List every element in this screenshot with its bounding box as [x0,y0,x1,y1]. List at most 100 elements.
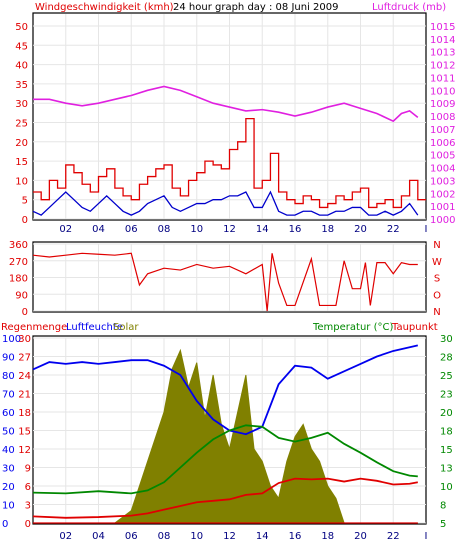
rain-axis-title: Regenmenge [1,322,67,333]
x-tick-label: 08 [158,224,171,235]
humidity-tick-label: 10 [2,501,15,512]
pressure-tick-label: 1009 [430,99,455,110]
humidity-axis-title: Luftfeuchte [66,322,123,333]
rain-tick-label: 27 [18,353,31,364]
temperature-series [32,424,418,495]
wind-average-series [32,190,419,216]
rain-tick-label: 24 [18,371,31,382]
temperature-tick-label: 30 [440,334,453,345]
wind-tick-label: 10 [15,176,28,187]
humidity-tick-label: 60 [2,408,15,419]
temperature-axis-title: Temperatur (°C) [312,322,393,333]
x-tick-label: 18 [321,224,334,235]
x-tick-label: 04 [92,531,105,542]
compass-tick-label: N [433,307,440,318]
graph-title: 24 hour graph day : 08 Juni 2009 [173,2,339,13]
rain-tick-label: 3 [25,501,31,512]
x-tick-label: 14 [256,531,269,542]
x-tick-label: 06 [125,224,138,235]
x-tick-label: 22 [387,224,400,235]
rain-tick-label: 18 [18,408,31,419]
humidity-tick-label: 100 [2,334,21,345]
wind-tick-label: 15 [15,157,28,168]
wind-tick-label: 25 [15,119,28,130]
humidity-tick-label: 40 [2,445,15,456]
pressure-tick-label: 1014 [430,35,455,46]
temperature-tick-label: 18 [440,427,453,438]
temperature-tick-label: 15 [440,445,453,456]
pressure-tick-label: 1003 [430,176,455,187]
direction-tick-label: 180 [9,274,28,285]
x-tick-label: 06 [125,531,138,542]
direction-tick-label: 0 [22,307,28,318]
temperature-tick-label: 5 [440,519,446,530]
pressure-tick-label: 1013 [430,48,455,59]
temperature-tick-label: 10 [440,482,453,493]
x-tick-label: 22 [387,531,400,542]
x-tick-label: 20 [354,531,367,542]
x-tick-label: 14 [256,224,269,235]
pressure-tick-label: 1007 [430,125,455,136]
humidity-tick-label: 90 [2,353,15,364]
direction-tick-label: 360 [9,240,28,251]
pressure-tick-label: 1005 [430,151,455,162]
wind-tick-label: 5 [22,196,28,207]
temperature-tick-label: 20 [440,408,453,419]
pressure-tick-label: 1004 [430,164,455,175]
wind-gust-series [33,117,426,209]
x-tick-label: 02 [59,224,72,235]
x-tick-label: I [425,224,428,235]
wind-tick-label: 20 [15,138,28,149]
wind-tick-label: 45 [15,41,28,52]
rain-tick-label: 12 [18,445,31,456]
pressure-series [33,85,419,123]
axis-labels-layer: 0510152025303540455010001001100210031004… [2,22,455,542]
compass-tick-label: S [434,274,440,285]
rain-tick-label: 30 [18,334,31,345]
x-tick-label: 20 [354,224,367,235]
humidity-tick-label: 0 [2,519,8,530]
rain-tick-label: 21 [18,390,31,401]
rain-tick-label: 15 [18,427,31,438]
compass-tick-label: W [432,257,442,268]
rain-tick-label: 9 [25,464,31,475]
series-layer [32,85,426,524]
x-tick-label: I [425,531,428,542]
pressure-tick-label: 1010 [430,86,455,97]
direction-tick-label: 90 [15,290,28,301]
dewpoint-label: Taupunkt [391,322,438,333]
humidity-tick-label: 50 [2,427,15,438]
x-tick-label: 08 [158,531,171,542]
wind-direction-series [32,252,418,312]
pressure-tick-label: 1012 [430,61,455,72]
temperature-tick-label: 23 [440,390,453,401]
x-tick-label: 18 [321,531,334,542]
pressure-tick-label: 1006 [430,138,455,149]
wind-tick-label: 40 [15,61,28,72]
x-tick-label: 04 [92,224,105,235]
wind-tick-label: 0 [22,215,28,226]
pressure-tick-label: 1015 [430,22,455,33]
x-tick-label: 12 [223,224,236,235]
wind-axis-title: Windgeschwindigkeit (kmh) [35,2,174,13]
solar-label: Solar [113,322,139,333]
pressure-tick-label: 1001 [430,202,455,213]
compass-tick-label: N [433,240,440,251]
x-tick-label: 10 [190,531,203,542]
humidity-tick-label: 70 [2,390,15,401]
wind-tick-label: 30 [15,99,28,110]
x-tick-label: 12 [223,531,236,542]
x-tick-label: 02 [59,531,72,542]
pressure-tick-label: 1000 [430,215,455,226]
wind-tick-label: 50 [15,22,28,33]
temperature-tick-label: 8 [440,501,446,512]
x-tick-label: 16 [289,531,302,542]
pressure-tick-label: 1008 [430,112,455,123]
pressure-tick-label: 1002 [430,189,455,200]
humidity-tick-label: 20 [2,482,15,493]
direction-tick-label: 270 [9,257,28,268]
x-tick-label: 10 [190,224,203,235]
compass-tick-label: O [433,290,441,301]
dewpoint-series [32,477,418,519]
temperature-tick-label: 28 [440,353,453,364]
